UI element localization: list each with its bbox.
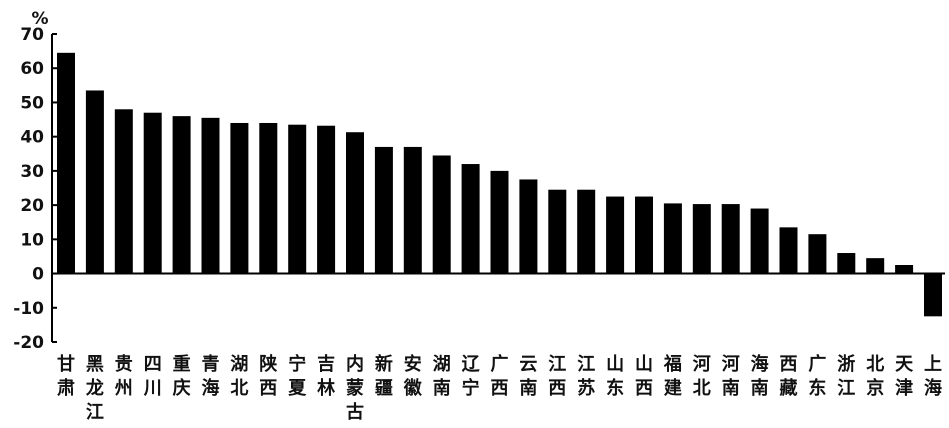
category-label: 黑龙江 [86,354,104,423]
category-label: 上海 [924,354,942,399]
bar [259,122,278,274]
y-tick-label: 70 [20,25,44,45]
category-label: 内蒙古 [346,353,364,423]
bar [692,204,711,274]
category-label: 海南 [751,353,769,399]
category-label: 安徽 [403,353,423,399]
category-label: 江西 [548,354,566,399]
y-tick-label: -20 [13,333,44,353]
category-label: 广东 [808,353,826,399]
bar [317,125,336,274]
category-labels: 甘肃黑龙江贵州四川重庆青海湖北陕西宁夏吉林内蒙古新疆安徽湖南辽宁广西云南江西江苏… [57,353,942,423]
bar [346,132,364,274]
category-label: 湖北 [230,354,248,399]
category-label: 北京 [866,354,884,399]
bar [57,52,75,274]
category-label: 甘肃 [57,354,75,399]
bar [85,90,104,274]
category-label: 湖南 [433,354,451,399]
category-label: 重庆 [173,353,191,399]
bar [143,112,162,274]
bar [403,146,422,274]
bar [519,179,538,274]
category-label: 河北 [693,354,711,399]
bar [837,253,856,274]
bar [779,227,798,274]
y-tick-label: 10 [20,230,44,250]
category-label: 西藏 [780,354,798,399]
category-label: 天津 [895,354,914,399]
bar [374,146,393,274]
y-tick-label: 20 [20,196,44,216]
bar [808,234,827,274]
bar [114,109,133,274]
category-label: 四川 [143,354,162,399]
category-label: 江苏 [577,354,595,399]
bar [461,164,480,274]
category-label: 吉林 [317,353,335,399]
bar [924,273,942,317]
category-label: 宁夏 [288,353,307,399]
bar [432,155,451,274]
bar [663,203,682,274]
y-axis-unit-label: % [31,9,48,29]
bar [721,204,740,274]
bar [548,189,567,274]
category-label: 新疆 [375,353,393,399]
bar [750,208,769,274]
y-tick-label: 60 [20,59,44,79]
category-label: 广西 [491,353,509,399]
bar [606,196,625,274]
y-tick-label: 0 [32,265,44,285]
y-tick-label: -10 [13,299,44,319]
category-label: 辽宁 [462,354,481,399]
bar [201,117,220,274]
category-label: 浙江 [837,353,855,399]
category-label: 山西 [635,354,653,399]
bar [172,116,191,274]
bars [57,52,942,317]
bar [895,265,914,274]
category-label: 陕西 [259,353,277,399]
bar [577,189,596,274]
bar [490,170,509,274]
category-label: 云南 [519,354,537,399]
category-label: 青海 [202,354,220,399]
bar [635,196,653,274]
bar [866,258,885,274]
y-tick-label: 30 [20,162,44,182]
category-label: 福建 [663,353,682,399]
bar [230,122,249,274]
category-label: 贵州 [114,354,133,399]
category-label: 河南 [722,354,740,399]
y-tick-label: 40 [20,128,44,148]
y-tick-label: 50 [20,93,44,113]
category-label: 山东 [606,354,624,399]
y-axis: 70 60 50 40 30 20 10 0 -10 -20 [13,25,57,353]
bar [288,124,307,274]
